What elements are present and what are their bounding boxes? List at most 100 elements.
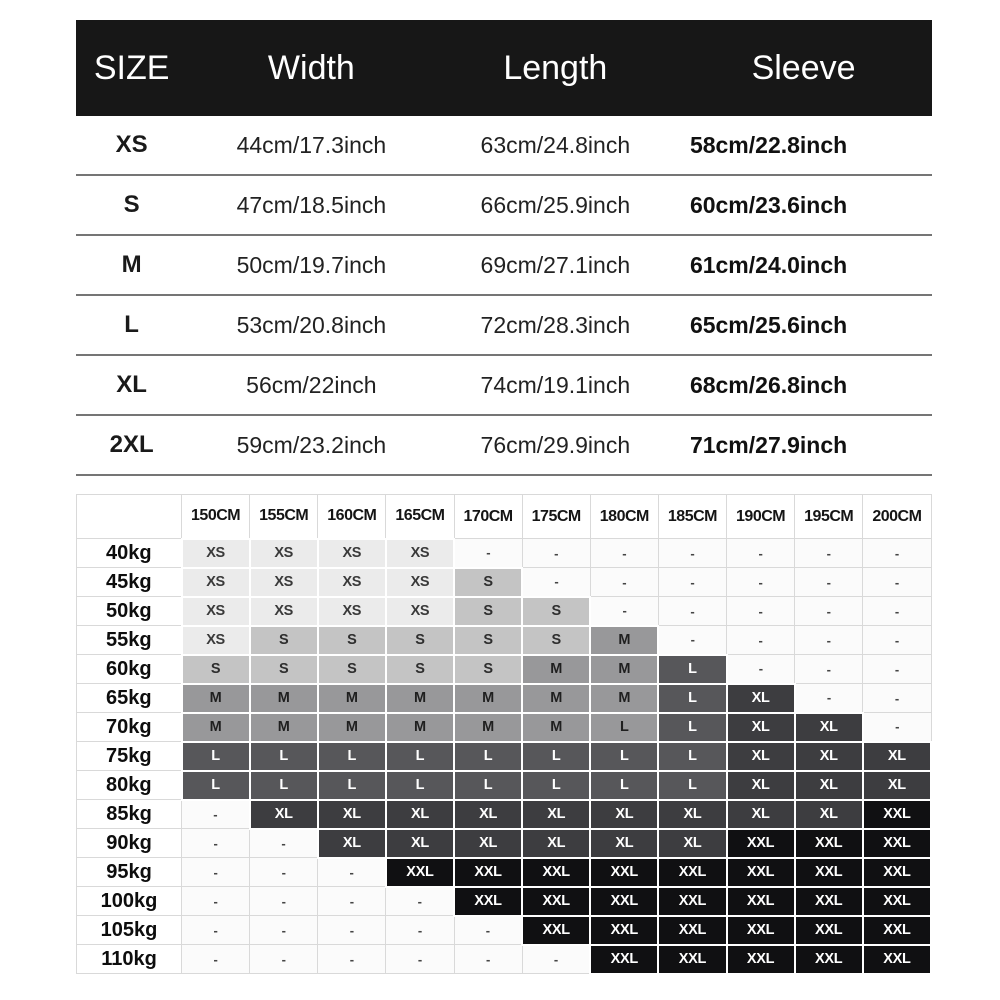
matrix-cell-size: XL	[452, 827, 524, 859]
matrix-cell-empty: -	[453, 915, 523, 945]
size-length-value: 66cm/25.9inch	[480, 191, 631, 218]
matrix-cell-empty: -	[725, 654, 796, 684]
matrix-cell-size: XXL	[793, 827, 864, 859]
matrix-cell-size: L	[657, 740, 728, 772]
matrix-cell-empty: -	[453, 944, 523, 974]
header-sleeve: Sleeve	[751, 48, 856, 87]
matrix-cell-size: XL	[316, 827, 387, 859]
matrix-row-85kg: 85kg - XL XL XL XL XL XL XL XL XL XXL	[76, 798, 933, 830]
matrix-cell-size: XXL	[793, 856, 864, 888]
matrix-cell-size: XL	[793, 798, 864, 830]
matrix-cell-size: XL	[725, 740, 796, 772]
matrix-cell-size: XXL	[793, 885, 864, 917]
matrix-row-40kg: 40kg XS XS XS XS - - - - - - -	[76, 537, 932, 569]
matrix-cell-size: S	[248, 653, 319, 685]
matrix-cell-empty: -	[862, 712, 932, 742]
weight-label: 60kg	[76, 654, 182, 684]
matrix-cell-size: XS	[180, 595, 251, 627]
matrix-cell-size: XXL	[725, 856, 796, 888]
matrix-cell-size: XXL	[793, 914, 864, 946]
matrix-cell-size: S	[248, 624, 319, 656]
size-size-value: XL	[116, 371, 147, 398]
matrix-cell-size: M	[248, 682, 319, 714]
size-size-value: XS	[115, 131, 148, 158]
matrix-cell-empty: -	[249, 828, 319, 858]
matrix-cell-size: XXL	[589, 943, 660, 975]
matrix-cell-size: XS	[180, 537, 251, 569]
matrix-cell-size: XL	[861, 769, 933, 801]
matrix-cell-empty: -	[657, 596, 728, 626]
matrix-cell-empty: -	[180, 886, 251, 916]
height-header: 150CM	[180, 494, 251, 539]
size-width-value: 50cm/19.7inch	[236, 251, 387, 278]
matrix-cell-size: XXL	[861, 827, 933, 859]
matrix-cell-empty: -	[317, 857, 387, 887]
size-size-value: S	[123, 191, 140, 218]
matrix-cell-size: XXL	[521, 914, 592, 946]
height-header: 155CM	[249, 494, 319, 539]
matrix-cell-size: M	[452, 711, 524, 743]
matrix-cell-size: XXL	[861, 914, 933, 946]
matrix-cell-size: XXL	[725, 885, 796, 917]
matrix-cell-empty: -	[180, 799, 251, 829]
matrix-cell-size: S	[384, 624, 456, 656]
matrix-row-45kg: 45kg XS XS XS XS S - - - - - -	[76, 566, 932, 598]
matrix-cell-size: M	[521, 711, 592, 743]
matrix-row-95kg: 95kg - - - XXL XXL XXL XXL XXL XXL XXL XXL	[76, 856, 933, 888]
matrix-cell-size: XXL	[657, 885, 728, 917]
matrix-cell-empty: -	[180, 915, 251, 945]
size-width-value: 56cm/22inch	[246, 371, 377, 398]
matrix-cell-size: XS	[384, 595, 456, 627]
matrix-cell-size: M	[180, 711, 251, 743]
matrix-cell-size: S	[316, 624, 387, 656]
size-chart-page: SIZE Width Length Sleeve XS 44cm/17.3inch…	[76, 20, 933, 975]
height-header: 175CM	[521, 494, 591, 539]
matrix-cell-empty: -	[317, 915, 387, 945]
matrix-cell-size: M	[316, 682, 387, 714]
weight-label: 90kg	[76, 828, 182, 858]
weight-label: 70kg	[76, 712, 182, 742]
matrix-cell-size: L	[180, 769, 251, 801]
matrix-cell-size: XXL	[861, 798, 933, 830]
matrix-cell-size: L	[521, 769, 592, 801]
height-header: 180CM	[589, 494, 659, 539]
matrix-cell-size: L	[452, 740, 524, 772]
matrix-cell-empty: -	[657, 567, 728, 597]
weight-label: 80kg	[76, 770, 182, 800]
weight-label: 65kg	[76, 683, 182, 713]
matrix-cell-size: XXL	[861, 856, 933, 888]
matrix-cell-size: XXL	[589, 885, 660, 917]
weight-label: 75kg	[76, 741, 182, 771]
matrix-cell-empty: -	[385, 915, 455, 945]
weight-label: 85kg	[76, 799, 182, 829]
matrix-cell-size: XXL	[521, 856, 592, 888]
matrix-cell-empty: -	[725, 567, 796, 597]
height-header: 170CM	[453, 494, 523, 539]
matrix-cell-size: L	[384, 740, 456, 772]
matrix-cell-size: L	[589, 711, 660, 743]
matrix-row-90kg: 90kg - - XL XL XL XL XL XL XXL XXL XXL	[76, 827, 933, 859]
matrix-row-80kg: 80kg L L L L L L L L XL XL XL	[76, 769, 933, 801]
matrix-cell-size: XXL	[861, 943, 933, 975]
matrix-header-row: 150CM 155CM 160CM 165CM 170CM 175CM 180CM 185CM…	[76, 494, 932, 539]
matrix-cell-size: XL	[793, 769, 864, 801]
matrix-cell-size: XL	[725, 798, 796, 830]
matrix-cell-size: XL	[384, 798, 456, 830]
weight-label: 110kg	[76, 944, 182, 974]
matrix-cell-empty: -	[317, 886, 387, 916]
matrix-cell-size: M	[589, 624, 660, 656]
height-header: 200CM	[862, 494, 932, 539]
size-width-value: 59cm/23.2inch	[236, 431, 387, 458]
matrix-cell-size: S	[452, 653, 524, 685]
size-width-value: 47cm/18.5inch	[236, 191, 387, 218]
matrix-cell-empty: -	[862, 596, 932, 626]
size-length-value: 69cm/27.1inch	[480, 251, 631, 278]
height-header: 160CM	[317, 494, 387, 539]
matrix-cell-size: L	[589, 769, 660, 801]
matrix-cell-empty: -	[589, 538, 659, 568]
matrix-cell-size: XL	[657, 798, 728, 830]
matrix-cell-size: L	[657, 769, 728, 801]
matrix-cell-empty: -	[249, 944, 319, 974]
matrix-row-50kg: 50kg XS XS XS XS S S - - - - -	[76, 595, 932, 627]
size-row-xs: XS 44cm/17.3inch 63cm/24.8inch 58cm/22.8inc…	[76, 116, 932, 176]
